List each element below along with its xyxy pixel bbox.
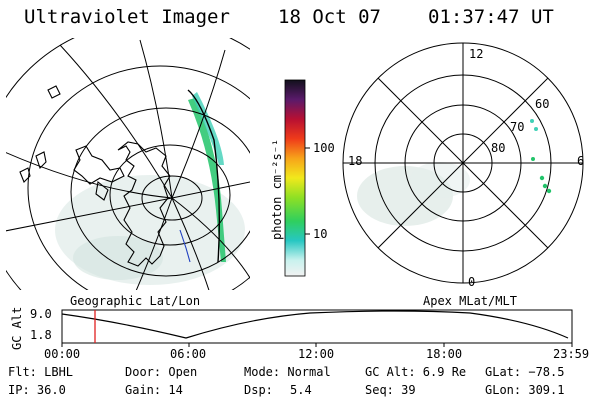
date-label: 18 Oct 07 [278, 6, 381, 28]
timeline-xtick-1200: 12:00 [298, 347, 335, 361]
ip-info: IP: 36.0 [8, 383, 66, 397]
glon-info: GLon: 309.1 [485, 383, 565, 397]
door-info: Door: Open [125, 365, 198, 379]
dsp-value: 5.4 [290, 383, 312, 397]
mlt-label-6: 6 [577, 154, 585, 168]
timeline-xtick-0600: 06:00 [170, 347, 207, 361]
glat-info: GLat: −78.5 [485, 365, 565, 379]
timeline-ytick-max: 9.0 [30, 307, 52, 321]
geographic-map [6, 38, 250, 290]
coastlines [19, 85, 191, 267]
mlat-label-70: 70 [510, 120, 525, 134]
timeline-xtick-1800: 18:00 [426, 347, 463, 361]
mlt-label-12: 12 [469, 47, 484, 61]
gc-alt-info: GC Alt: 6.9 Re [365, 365, 467, 379]
colorbar-tick-100: 100 [313, 141, 335, 155]
gain-info: Gain: 14 [125, 383, 183, 397]
mlt-label-0: 0 [468, 275, 476, 289]
dsp-label: Dsp: [244, 383, 273, 397]
mlt-label-18: 18 [348, 154, 363, 168]
filter-info: Flt: LBHL [8, 365, 74, 379]
mode-info: Mode: Normal [244, 365, 331, 379]
timeline-xtick-0000: 00:00 [44, 347, 81, 361]
instrument-title: Ultraviolet Imager [24, 6, 230, 28]
timeline-ytick-min: 1.8 [30, 328, 52, 342]
geographic-projection-label: Geographic Lat/Lon [70, 294, 201, 308]
mlat-label-80: 80 [491, 141, 506, 155]
colorbar-unit-label: photon cm⁻²s⁻¹ [270, 138, 284, 240]
timeline-ylabel: GC Alt [10, 306, 24, 350]
timeline-xtick-2359: 23:59 [553, 347, 590, 361]
colorbar-tick-10: 10 [313, 227, 328, 241]
color-bar [284, 79, 306, 277]
altitude-timeline [61, 309, 573, 347]
altitude-curve [61, 310, 569, 339]
seq-info: Seq: 39 [365, 383, 416, 397]
time-label: 01:37:47 UT [428, 6, 554, 28]
mlat-label-60: 60 [535, 97, 550, 111]
polar-plot [342, 42, 584, 284]
apex-projection-label: Apex MLat/MLT [423, 294, 517, 308]
